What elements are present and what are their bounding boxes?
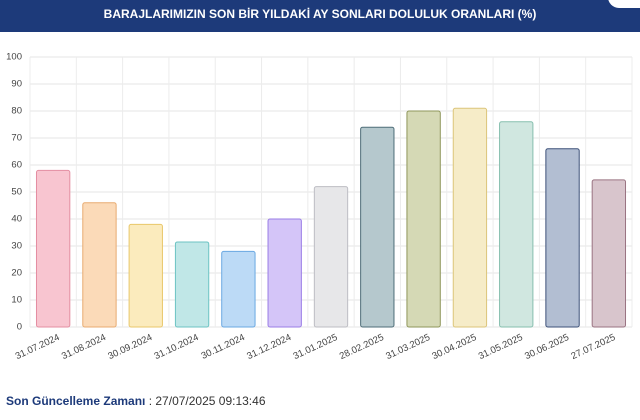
x-tick-label: 30.06.2025 <box>523 332 571 362</box>
bar <box>591 179 627 328</box>
y-tick-label: 60 <box>11 160 22 171</box>
bar <box>452 107 488 328</box>
bar <box>221 250 256 328</box>
chart: 0 10 20 30 40 50 60 70 80 90 100 31.07.202431.08.20… <box>6 52 633 362</box>
x-tick-label: 31.01.2025 <box>292 332 340 362</box>
footer-label: Son Güncelleme Zamanı <box>6 394 146 408</box>
bar <box>82 202 117 328</box>
bar <box>360 126 395 328</box>
y-tick-label: 20 <box>11 268 22 279</box>
bar <box>313 186 349 328</box>
y-tick-label: 0 <box>17 322 22 333</box>
bar <box>174 241 210 328</box>
header: BARAJLARIMIZIN SON BİR YILDAKİ AY SONLAR… <box>0 0 640 32</box>
bar <box>499 121 534 328</box>
bar <box>35 169 71 328</box>
bar <box>545 148 580 328</box>
corner-shape <box>608 0 640 8</box>
y-tick-label: 100 <box>6 52 22 63</box>
bar <box>406 110 441 328</box>
x-tick-label: 30.09.2024 <box>106 332 154 362</box>
x-tick-label: 28.02.2025 <box>338 332 386 362</box>
x-tick-label: 31.10.2024 <box>153 332 201 362</box>
y-tick-label: 50 <box>11 187 22 198</box>
y-tick-label: 10 <box>11 295 22 306</box>
x-tick-label: 31.07.2024 <box>14 332 62 362</box>
chart-title: BARAJLARIMIZIN SON BİR YILDAKİ AY SONLAR… <box>103 7 537 21</box>
y-tick-label: 30 <box>11 241 22 252</box>
x-tick-label: 30.04.2025 <box>431 332 479 362</box>
footer-value: : 27/07/2025 09:13:46 <box>148 394 266 408</box>
x-tick-label: 31.12.2024 <box>245 332 293 362</box>
bar <box>128 223 163 328</box>
y-tick-label: 80 <box>11 106 22 117</box>
bar <box>267 218 302 328</box>
x-tick-label: 30.11.2024 <box>200 332 247 362</box>
x-tick-label: 27.07.2025 <box>569 332 617 362</box>
x-tick-label: 31.03.2025 <box>384 332 432 362</box>
footer: Son Güncelleme Zamanı : 27/07/2025 09:13… <box>6 394 266 408</box>
y-tick-label: 70 <box>11 133 22 144</box>
x-tick-label: 31.08.2024 <box>60 332 108 362</box>
y-tick-label: 90 <box>11 79 22 90</box>
y-tick-label: 40 <box>11 214 22 225</box>
x-tick-label: 31.05.2025 <box>477 332 525 362</box>
